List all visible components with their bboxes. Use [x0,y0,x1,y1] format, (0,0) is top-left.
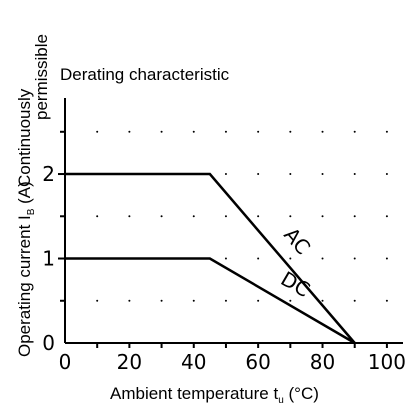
y-axis-label-unit: (A) [15,181,34,208]
x-ticks: 0 20 40 60 80 100 [59,350,406,374]
grid-dot [257,130,260,133]
grid-dot [385,173,388,176]
y-axis-label-line2a: Continuously [15,88,34,187]
grid-dot [321,173,324,176]
grid-dot [224,130,227,133]
x-tick-label: 20 [117,350,142,374]
grid-dot [289,299,292,302]
y-axis-label-sub: B [26,208,37,215]
grid-dot [192,215,195,218]
x-axis-label-main: Ambient temperature t [110,384,278,403]
y-ticks: 0 1 2 [42,162,55,355]
y-axis-label-main: Operating current I [15,215,34,357]
grid-dot [385,257,388,260]
grid-dot [160,299,163,302]
grid-dot [192,299,195,302]
grid-dot [353,257,356,260]
grid-dot [353,215,356,218]
grid-dot [257,299,260,302]
grid-dot [96,130,99,133]
y-axis-label-line2b: permissible [32,34,51,120]
grid-dot [257,215,260,218]
grid-dot [353,130,356,133]
grid-dot [321,215,324,218]
series-line-ac [65,172,356,344]
series-label-dc: DC [277,266,314,302]
grid-dot [289,130,292,133]
x-tick-label: 60 [245,350,270,374]
x-axis-label: Ambient temperature tu (°C) [110,384,319,406]
grid-dot [385,215,388,218]
grid-dot [321,299,324,302]
grid-dot [385,130,388,133]
y-tick-label: 2 [42,162,55,186]
grid-dot [224,215,227,218]
grid-dot [321,257,324,260]
grid-dot [289,173,292,176]
grid-dot [224,257,227,260]
x-tick-label: 0 [59,350,72,374]
grid-dot [353,173,356,176]
y-axis-label: Operating current IB (A) [15,181,37,357]
series-line-dc [65,257,356,345]
y-tick-label: 0 [42,331,55,355]
x-tick-label: 100 [368,350,406,374]
axes [58,98,403,348]
x-tick-label: 80 [310,350,335,374]
grid-dot [192,130,195,133]
series-label-ac: AC [279,223,315,259]
grid-dot [128,130,131,133]
grid-dot [160,130,163,133]
grid-dot [128,215,131,218]
grid-dot [289,257,292,260]
y-tick-label: 1 [42,247,55,271]
grid-dot [321,130,324,133]
grid-dot [257,257,260,260]
x-tick-label: 40 [181,350,206,374]
grid-dot [96,299,99,302]
grid-dot [385,299,388,302]
x-axis-label-sub: u [278,395,284,406]
grid-dot [289,215,292,218]
grid-dot [160,215,163,218]
grid-dot [224,299,227,302]
grid-dot [257,173,260,176]
grid-dot [353,299,356,302]
x-axis-label-unit: (°C) [284,384,319,403]
grid-dot [224,173,227,176]
grid-dot [96,215,99,218]
series-lines: AC DC [65,172,356,345]
grid-dot [128,299,131,302]
chart-title: Derating characteristic [60,65,230,84]
